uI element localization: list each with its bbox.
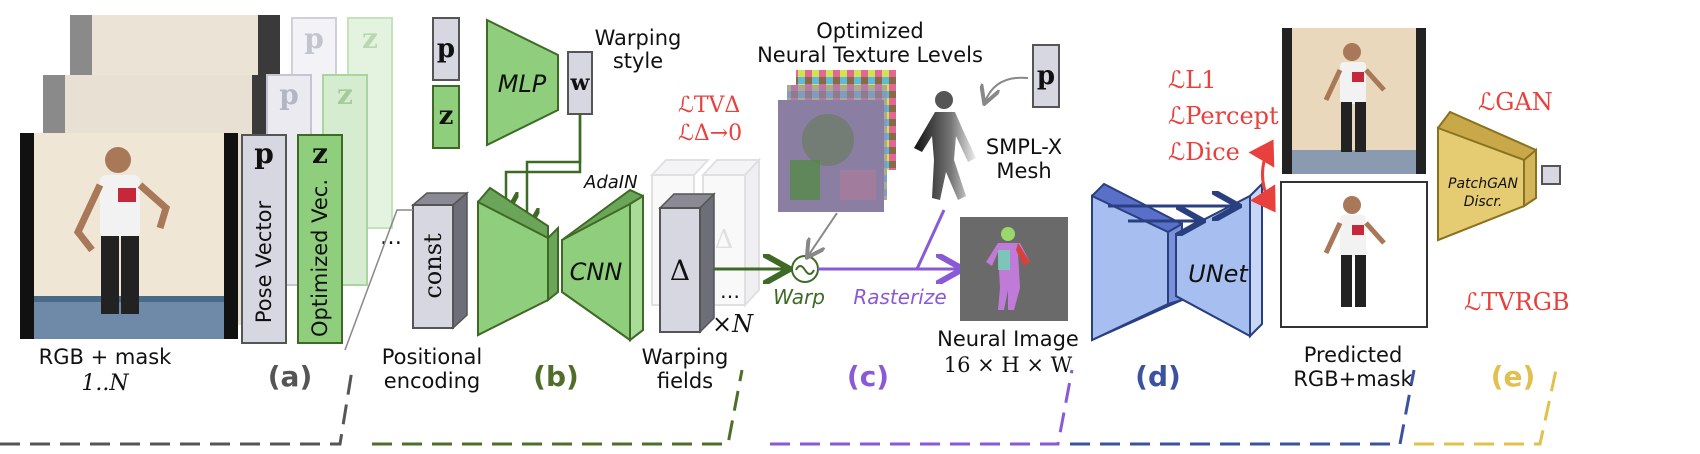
warp-label: Warp — [773, 285, 825, 309]
mesh-to-rasterize-line — [915, 209, 946, 270]
const-block: const — [410, 191, 470, 330]
loss-delta-zero: ℒΔ→0 — [678, 121, 742, 146]
mlp-input-p — [432, 17, 460, 81]
optimized-z-symbol: z — [312, 137, 328, 170]
neural-texture-stack — [778, 70, 896, 212]
cnn-label: CNN — [570, 258, 623, 286]
optimized-vector: z Optimized Vec. — [297, 134, 343, 344]
warping-field: Δ — [658, 192, 716, 334]
texture-title-1: Optimized — [816, 19, 924, 43]
mesh-p-symbol: p — [1037, 61, 1055, 91]
adain-arrow-2 — [506, 114, 582, 212]
discriminator-output — [1541, 165, 1561, 185]
smpl-x-mesh — [914, 91, 976, 200]
mesh-p-vector — [1032, 44, 1060, 108]
warping-caption-1: Warping — [642, 345, 729, 369]
texture-to-warp-arrow — [808, 212, 838, 256]
ghost-delta: Δ — [715, 225, 734, 255]
positional-caption-2: encoding — [384, 369, 480, 393]
panel-label-c: (c) — [847, 360, 889, 393]
optimized-vector-label: Optimized Vec. — [308, 179, 332, 337]
discriminator-label-1: PatchGAN — [1448, 176, 1519, 192]
neural-image — [960, 217, 1068, 321]
neural-image-dims: 16 × H × W — [944, 353, 1073, 377]
neural-image-label: Neural Image — [937, 327, 1079, 351]
loss-gan: ℒGAN — [1478, 88, 1553, 116]
pose-vector-label: Pose Vector — [252, 201, 276, 324]
mlp-z-symbol: z — [439, 101, 454, 131]
section-line-b — [372, 369, 744, 446]
warping-caption-2: fields — [657, 369, 713, 393]
rasterize-label: Rasterize — [853, 285, 946, 309]
patchgan-discriminator — [1437, 110, 1537, 242]
panel-label-a: (a) — [268, 360, 313, 393]
discriminator-label-2: Discr. — [1464, 194, 1503, 210]
predicted-caption-2: RGB+mask — [1293, 367, 1413, 391]
warping-style-2: style — [613, 49, 663, 73]
pose-p-symbol: p — [254, 137, 274, 170]
loss-tv-rgb: ℒTVRGB — [1464, 288, 1570, 316]
mlp-block — [486, 18, 559, 147]
predicted-photo — [1280, 181, 1428, 328]
smpl-label-2: Mesh — [996, 159, 1051, 183]
loss-tv-delta: ℒTVΔ — [678, 93, 740, 118]
section-line-c — [770, 369, 1074, 446]
times-n: ×N — [712, 310, 754, 338]
predicted-caption-1: Predicted — [1304, 343, 1403, 367]
panel-label-d: (d) — [1135, 360, 1181, 393]
smpl-label-1: SMPL-X — [986, 135, 1062, 159]
input-photo — [20, 133, 238, 339]
section-dividers — [0, 369, 1558, 446]
input-ellipsis: … — [380, 225, 402, 250]
unet-block — [1091, 181, 1263, 342]
adain-label: AdaIN — [583, 172, 638, 193]
panel-label-e: (e) — [1491, 360, 1536, 393]
warp-ellipsis: … — [720, 279, 740, 303]
p-to-mesh-arrow — [985, 76, 1029, 102]
loss-dice: ℒDice — [1168, 138, 1240, 166]
const-connector — [344, 209, 413, 351]
cnn-block — [477, 186, 644, 343]
ground-truth-photo — [1282, 28, 1426, 174]
ghost-p-symbol-2: p — [279, 78, 299, 111]
const-label: const — [419, 233, 447, 299]
mlp-p-symbol: p — [437, 34, 455, 64]
unet-label: UNet — [1188, 260, 1249, 288]
loss-l1: ℒL1 — [1168, 66, 1217, 94]
ghost-z-symbol-2: z — [337, 78, 353, 111]
panel-label-b: (b) — [533, 360, 579, 393]
texture-title-2: Neural Texture Levels — [757, 43, 983, 67]
warping-style-1: Warping — [595, 26, 682, 50]
section-line-e — [1414, 369, 1558, 446]
comparison-arrow — [1248, 139, 1276, 213]
mlp-input-z — [432, 85, 460, 149]
loss-percept: ℒPercept — [1168, 102, 1279, 130]
delta-symbol: Δ — [670, 254, 690, 287]
w-symbol: w — [570, 70, 591, 96]
input-caption: RGB + mask — [39, 345, 172, 369]
mlp-label: MLP — [498, 70, 547, 98]
ghost-p-symbol-1: p — [304, 22, 324, 55]
input-range: 1..N — [81, 371, 129, 396]
pose-vector: p Pose Vector — [241, 134, 287, 344]
ghost-z-symbol-1: z — [362, 22, 378, 55]
section-line-d — [1070, 369, 1416, 446]
section-line-a — [0, 369, 354, 446]
positional-caption-1: Positional — [382, 345, 482, 369]
